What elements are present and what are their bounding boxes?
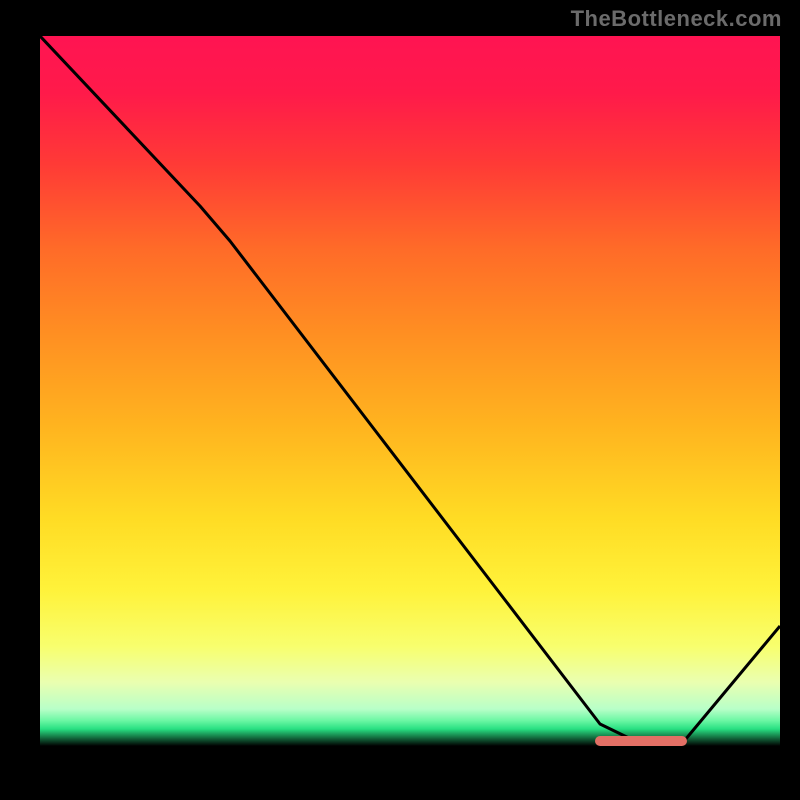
curve-layer <box>40 36 780 772</box>
bottleneck-curve <box>40 36 780 746</box>
plot-area <box>40 36 780 772</box>
chart-container: TheBottleneck.com <box>0 0 800 800</box>
optimal-range-marker <box>595 736 687 746</box>
watermark-text: TheBottleneck.com <box>571 6 782 32</box>
